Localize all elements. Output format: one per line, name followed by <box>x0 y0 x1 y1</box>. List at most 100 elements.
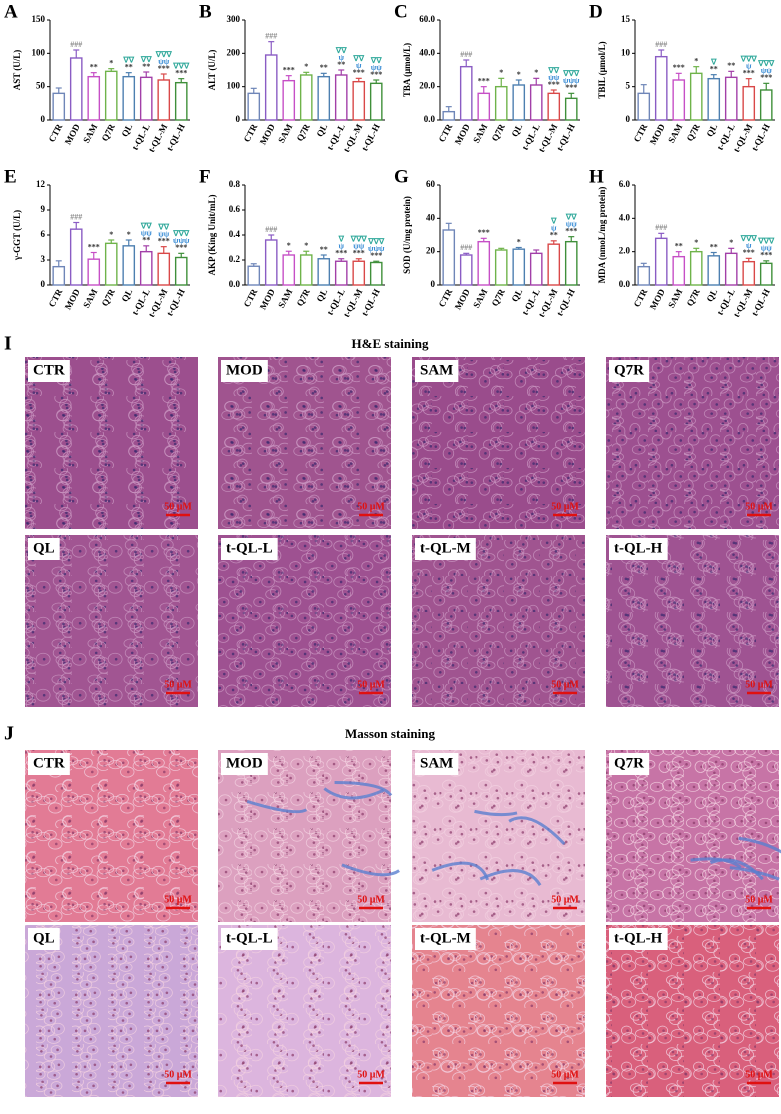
bar <box>87 75 101 121</box>
tissue-image <box>218 535 391 707</box>
significance-label: ∇∇ <box>565 212 577 221</box>
bar <box>724 252 738 286</box>
significance-label: ** <box>550 231 558 240</box>
tissue-image <box>25 750 198 922</box>
bar <box>174 81 188 121</box>
significance-label: *** <box>175 243 187 252</box>
fibrosis <box>341 863 400 877</box>
significance-label: ψψ <box>761 66 773 75</box>
panel-label: QL <box>33 540 55 556</box>
significance-label: ψ <box>746 241 752 250</box>
significance-label: *** <box>760 251 772 260</box>
tissue <box>25 925 198 1097</box>
bar <box>724 76 738 121</box>
significance-label: ψψ <box>761 244 773 253</box>
bar <box>317 258 331 286</box>
bar <box>459 65 473 121</box>
y-tick-label: 4.0 <box>619 212 631 222</box>
panel-label: t-QL-L <box>226 930 273 946</box>
panel-label: t-QL-H <box>614 540 663 556</box>
bar <box>334 260 348 286</box>
bar <box>547 92 561 121</box>
x-tick-label: MOD <box>258 122 277 147</box>
y-tick-label: 0.0 <box>619 279 631 289</box>
tissue-image <box>606 357 779 529</box>
x-tick-label: MOD <box>648 287 667 312</box>
significance-label: *** <box>370 251 382 260</box>
panel-label: QL <box>33 930 55 946</box>
y-tick-label: 0.8 <box>229 179 241 189</box>
significance-label: ∇∇ <box>335 46 347 55</box>
y-tick-label: 150 <box>32 14 46 24</box>
significance-label: ∇∇∇ <box>757 59 775 68</box>
bar <box>299 74 313 121</box>
bar <box>369 261 383 286</box>
significance-label: * <box>109 230 113 239</box>
y-tick-label: 100 <box>32 47 46 57</box>
y-tick-label: 0 <box>41 114 46 124</box>
significance-label: ** <box>675 241 683 250</box>
significance-label: *** <box>353 68 365 77</box>
significance-label: *** <box>158 64 170 73</box>
bar <box>139 250 153 286</box>
y-axis-title: AST (U/L) <box>12 50 22 91</box>
significance-label: ** <box>710 64 718 73</box>
bar <box>689 72 703 121</box>
significance-label: ψ <box>338 242 344 251</box>
significance-label: *** <box>158 236 170 245</box>
significance-label: ** <box>320 63 328 72</box>
significance-label: * <box>534 68 538 77</box>
scale-bar-label: 50 μM <box>745 679 773 690</box>
significance-label: ψψψ <box>563 76 580 85</box>
significance-label: * <box>109 58 113 67</box>
tissue-image <box>606 925 779 1097</box>
bar <box>352 80 366 121</box>
tissue <box>412 535 585 707</box>
panel-letter: G <box>394 166 409 187</box>
x-tick-label: QL <box>119 122 134 138</box>
bar <box>512 248 526 286</box>
significance-label: ** <box>125 62 133 71</box>
x-tick-label: SAM <box>81 287 99 310</box>
x-tick-label: Q7R <box>295 287 313 308</box>
significance-label: ### <box>70 212 82 221</box>
tissue-image <box>412 925 585 1097</box>
significance-label: *** <box>478 76 490 85</box>
x-tick-label: SAM <box>81 122 99 145</box>
significance-label: *** <box>743 68 755 77</box>
significance-label: ∇ <box>710 57 717 66</box>
bar <box>477 240 491 286</box>
y-tick-label: 200 <box>227 47 241 57</box>
significance-label: *** <box>335 249 347 258</box>
scale-bar-label: 50 μM <box>745 1069 773 1080</box>
bar <box>139 76 153 121</box>
significance-label: ** <box>727 61 735 70</box>
y-axis-title: SOD (U/mg protein) <box>402 196 412 274</box>
panel-letter: H <box>589 166 604 187</box>
significance-label: *** <box>478 228 490 237</box>
significance-label: ∇∇∇ <box>757 237 775 246</box>
section-title: H&E staining <box>352 336 429 351</box>
x-tick-label: Q7R <box>490 287 508 308</box>
significance-label: ψψ <box>548 73 560 82</box>
bar <box>707 255 721 286</box>
scale-bar-label: 50 μM <box>357 894 385 905</box>
x-tick-label: Q7R <box>295 122 313 143</box>
tissue-image <box>25 535 198 707</box>
significance-label: ∇∇∇ <box>350 235 368 244</box>
bar <box>264 54 278 121</box>
bar <box>494 249 508 286</box>
x-tick-label: CTR <box>47 122 65 144</box>
significance-label: ψψ <box>353 242 365 251</box>
significance-label: * <box>729 238 733 247</box>
y-tick-label: 50 <box>36 81 46 91</box>
y-axis-title: TBA (μmol/L) <box>402 43 412 97</box>
bar <box>442 229 456 286</box>
x-tick-label: CTR <box>242 122 260 144</box>
bar <box>637 92 651 121</box>
panel-label: CTR <box>33 755 65 771</box>
significance-label: * <box>287 241 291 250</box>
tissue-image <box>606 535 779 707</box>
fibrosis <box>431 861 489 881</box>
tissue-image <box>412 357 585 529</box>
